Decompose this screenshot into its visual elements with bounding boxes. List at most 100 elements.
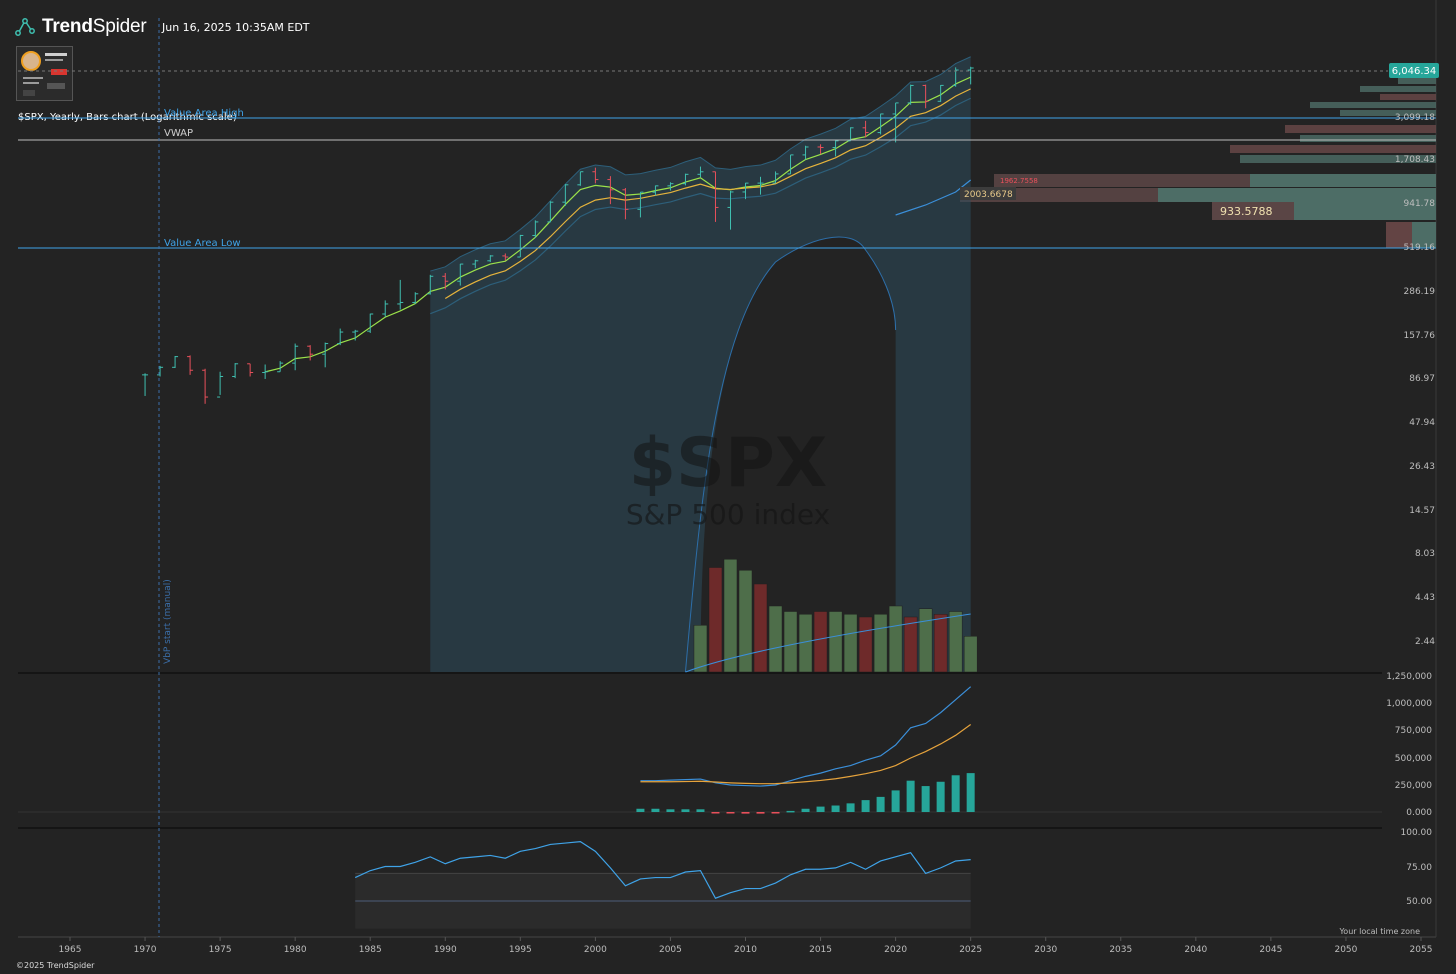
ohlc-bar[interactable] xyxy=(937,84,944,102)
last-price-badge[interactable] xyxy=(1389,63,1439,78)
ohlc-bar[interactable] xyxy=(142,373,149,396)
ohlc-bar[interactable] xyxy=(352,329,359,341)
histogram-bar[interactable] xyxy=(726,812,735,814)
histogram-bar[interactable] xyxy=(651,808,660,812)
ohlc-bar[interactable] xyxy=(397,279,404,310)
volume-bar[interactable] xyxy=(738,570,753,673)
histogram-bar[interactable] xyxy=(966,773,975,812)
histogram-bar[interactable] xyxy=(741,812,750,814)
histogram-bar[interactable] xyxy=(876,796,885,812)
ohlc-bar[interactable] xyxy=(217,371,224,398)
volume-bar[interactable] xyxy=(933,614,948,673)
histogram-bar[interactable] xyxy=(816,806,825,812)
ohlc-bar[interactable] xyxy=(877,113,884,135)
volume-bar[interactable] xyxy=(828,611,843,673)
ohlc-bar[interactable] xyxy=(247,363,254,377)
histogram-bar[interactable] xyxy=(756,812,765,814)
ohlc-bar[interactable] xyxy=(157,365,164,377)
ohlc-bar[interactable] xyxy=(472,259,479,269)
ohlc-bar[interactable] xyxy=(637,191,644,218)
ohlc-bar[interactable] xyxy=(337,328,344,346)
ohlc-bar[interactable] xyxy=(967,66,974,85)
ohlc-bar[interactable] xyxy=(502,253,509,261)
ohlc-bar[interactable] xyxy=(907,84,914,105)
ohlc-bar[interactable] xyxy=(577,171,584,186)
ohlc-bar[interactable] xyxy=(592,167,599,184)
ohlc-bar[interactable] xyxy=(697,166,704,178)
ohlc-bar[interactable] xyxy=(727,190,734,230)
ohlc-bar[interactable] xyxy=(412,292,419,304)
ohlc-bar[interactable] xyxy=(622,188,629,220)
ohlc-bar[interactable] xyxy=(832,139,839,157)
histogram-bar[interactable] xyxy=(696,809,705,812)
rsi-pane[interactable]: 100.00 75.00 50.00 xyxy=(354,828,1432,929)
ohlc-bar[interactable] xyxy=(547,201,554,223)
volume-bar[interactable] xyxy=(768,605,783,673)
ohlc-bar[interactable] xyxy=(487,255,494,262)
volume-bar[interactable] xyxy=(783,611,798,673)
avatar-thumbnail[interactable] xyxy=(16,46,73,101)
ohlc-bar[interactable] xyxy=(862,120,869,138)
histogram-bar[interactable] xyxy=(771,812,780,814)
volume-bar[interactable] xyxy=(963,636,978,673)
ohlc-bar[interactable] xyxy=(277,361,284,373)
ohlc-bar[interactable] xyxy=(682,173,689,186)
ohlc-bar[interactable] xyxy=(532,220,539,238)
ohlc-bar[interactable] xyxy=(772,171,779,184)
volume-bar[interactable] xyxy=(693,625,708,673)
histogram-bar[interactable] xyxy=(786,810,795,813)
ohlc-bar[interactable] xyxy=(712,171,719,222)
volume-bar[interactable] xyxy=(873,614,888,673)
volume-bar[interactable] xyxy=(708,567,723,673)
histogram-bar[interactable] xyxy=(846,803,855,812)
ohlc-bar[interactable] xyxy=(322,342,329,368)
histogram-bar[interactable] xyxy=(936,781,945,812)
histogram-bar[interactable] xyxy=(906,780,915,812)
ohlc-bar[interactable] xyxy=(172,356,179,369)
ohlc-bar[interactable] xyxy=(232,363,239,379)
histogram-bar[interactable] xyxy=(951,775,960,812)
brand[interactable]: TrendSpider xyxy=(14,16,147,38)
histogram-bar[interactable] xyxy=(831,805,840,812)
volume-bar[interactable] xyxy=(888,605,903,673)
ohlc-bar[interactable] xyxy=(562,184,569,206)
histogram-bar[interactable] xyxy=(861,800,870,812)
timezone-note[interactable]: Your local time zone xyxy=(1339,927,1420,936)
ohlc-bar[interactable] xyxy=(817,144,824,155)
histogram-bar[interactable] xyxy=(636,808,645,812)
volume-bar[interactable] xyxy=(753,583,768,673)
histogram-bar[interactable] xyxy=(666,809,675,812)
volume-bar[interactable] xyxy=(723,559,738,673)
ohlc-bar[interactable] xyxy=(262,364,269,379)
ohlc-bar[interactable] xyxy=(442,273,449,290)
volume-bar[interactable] xyxy=(918,608,933,673)
histogram-bar[interactable] xyxy=(921,786,930,812)
ohlc-bar[interactable] xyxy=(802,145,809,160)
ohlc-bar[interactable] xyxy=(922,84,929,109)
volume-bar[interactable] xyxy=(903,616,918,673)
volume-bar[interactable] xyxy=(858,616,873,673)
ohlc-bar[interactable] xyxy=(382,300,389,317)
ohlc-bar[interactable] xyxy=(892,102,899,143)
ohlc-bar[interactable] xyxy=(742,182,749,200)
ohlc-bar[interactable] xyxy=(652,185,659,196)
ohlc-bar[interactable] xyxy=(187,355,194,375)
histogram-bar[interactable] xyxy=(891,790,900,812)
ohlc-bar[interactable] xyxy=(757,176,764,195)
histogram-bar[interactable] xyxy=(801,808,810,812)
histogram-bar[interactable] xyxy=(681,809,690,812)
ohlc-bar[interactable] xyxy=(607,176,614,205)
histogram-bar[interactable] xyxy=(711,812,720,814)
volume-bar[interactable] xyxy=(843,614,858,673)
ohlc-bar[interactable] xyxy=(787,154,794,175)
price-pane[interactable] xyxy=(142,56,978,673)
ohlc-bar[interactable] xyxy=(457,263,464,286)
ohlc-bar[interactable] xyxy=(847,127,854,142)
volume-bar[interactable] xyxy=(948,611,963,673)
ohlc-bar[interactable] xyxy=(427,274,434,295)
ohlc-bar[interactable] xyxy=(307,345,314,361)
ohlc-bar[interactable] xyxy=(292,343,299,371)
oscillator-pane[interactable]: 1,250,000 1,000,000 750,000 500,000 250,000 0… xyxy=(18,672,1432,818)
ohlc-bar[interactable] xyxy=(367,313,374,333)
